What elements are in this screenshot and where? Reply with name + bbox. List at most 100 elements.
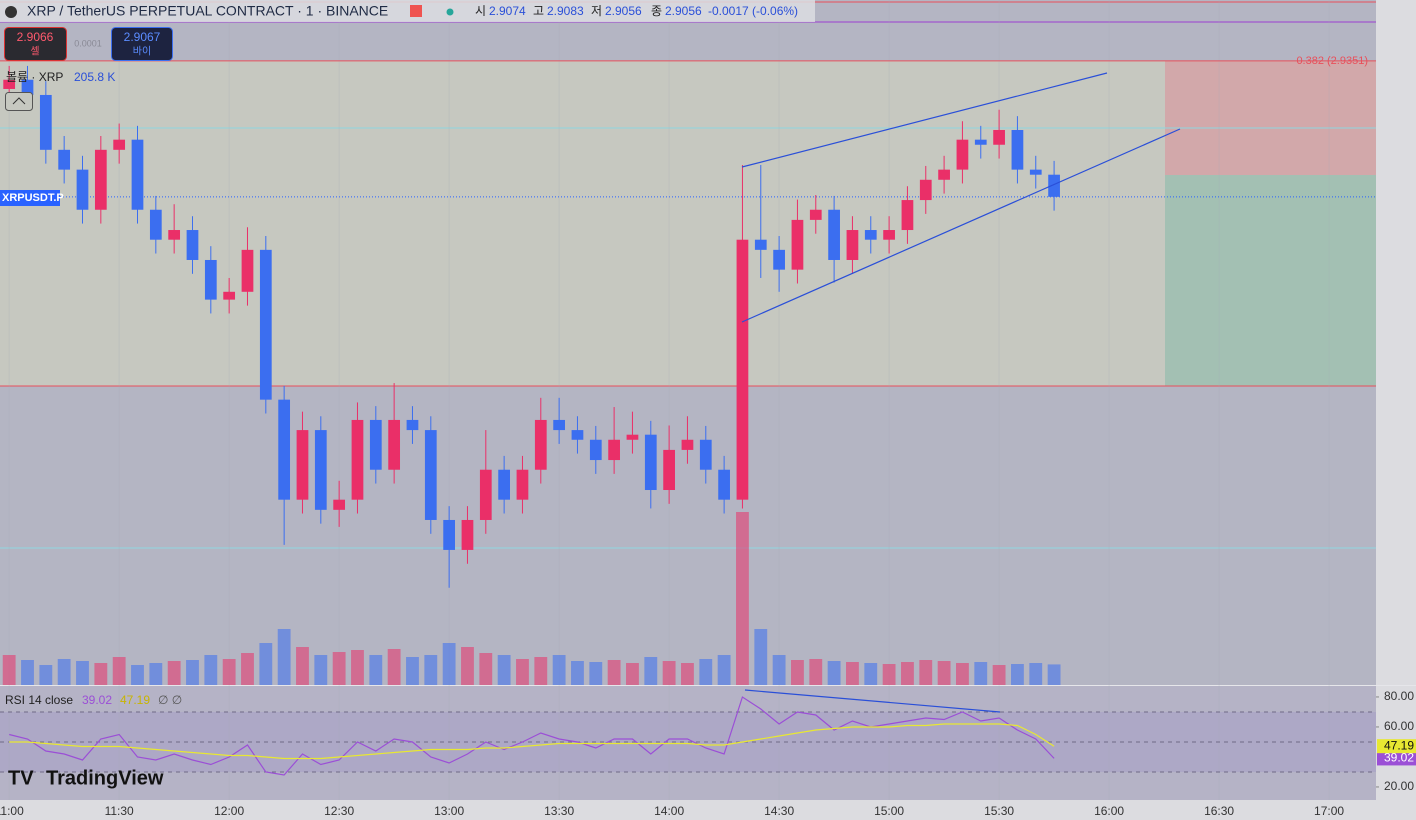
- volume-bar: [57, 659, 71, 685]
- candle-body: [58, 149, 71, 170]
- ohlc-label: 종: [651, 4, 662, 18]
- volume-bar: [516, 659, 529, 685]
- candle-body: [919, 179, 932, 201]
- candle-body: [479, 469, 492, 520]
- candle-body: [608, 439, 620, 461]
- x-tick-label: 13:30: [544, 804, 574, 818]
- candle-body: [3, 79, 16, 89]
- x-tick-label: 12:00: [214, 804, 244, 818]
- volume-bar: [919, 660, 933, 685]
- marks: [0, 0, 1379, 800]
- volume-bar: [717, 655, 731, 685]
- rsi-legend-value: 39.02: [82, 693, 112, 707]
- volume-bar: [882, 664, 896, 685]
- volume-bar: [39, 665, 53, 685]
- candle-body: [369, 419, 382, 470]
- volume-bar: [461, 647, 474, 685]
- candle-body: [773, 249, 785, 270]
- candle-body: [663, 449, 675, 491]
- candle-body: [204, 259, 217, 300]
- symbol: XRP / TetherUS PERPETUAL CONTRACT · 1 · …: [27, 3, 388, 19]
- candle-body: [699, 439, 712, 470]
- candle-body: [883, 230, 895, 240]
- candle-body: [314, 430, 327, 510]
- ohlc-value: 2.9074: [489, 4, 526, 18]
- volume-bar: [681, 663, 694, 685]
- spread: 0.0001: [74, 38, 102, 48]
- candle-body: [76, 169, 89, 210]
- volume-bar: [992, 665, 1006, 685]
- rsi-line: [9, 696, 1055, 776]
- volume-bar: [259, 643, 273, 685]
- candle-body: [828, 209, 840, 260]
- candle-body: [516, 469, 529, 500]
- candle-body: [131, 139, 144, 210]
- trend-line: [741, 128, 1181, 323]
- x-tick-label: 15:30: [984, 804, 1014, 818]
- x-tick-label: 14:30: [764, 804, 794, 818]
- volume-legend: 볼륨 · XRP: [6, 70, 63, 84]
- last-value-badge: [1377, 751, 1416, 766]
- last-value-badge: [1377, 739, 1416, 754]
- candle-body: [113, 139, 126, 150]
- buy-button[interactable]: [111, 27, 173, 61]
- target-zone: [1165, 175, 1376, 386]
- rsi-line: [9, 723, 1055, 760]
- candle-body: [406, 419, 419, 431]
- buy-label: 바이: [133, 46, 151, 58]
- volume-bar: [901, 662, 914, 685]
- candle-body: [39, 94, 52, 150]
- stop-zone: [1165, 61, 1376, 175]
- volume-bar: [241, 653, 254, 685]
- candle-body: [149, 209, 162, 240]
- volume-bar: [442, 643, 456, 685]
- volume-bar: [974, 662, 988, 685]
- volume-bar: [1047, 664, 1061, 685]
- last-value: 47.19: [1384, 738, 1414, 752]
- logo-mark: TV: [8, 767, 34, 789]
- ticker-tag-bg: [0, 190, 60, 206]
- x-tick-label: 11:00: [0, 804, 24, 818]
- candle-body: [1048, 174, 1060, 197]
- status-dot: [446, 8, 454, 16]
- collapse-button[interactable]: [5, 92, 33, 111]
- volume-bar: [772, 655, 786, 685]
- volume-bar: [626, 663, 639, 685]
- rsi-legend-value: 47.19: [120, 693, 150, 707]
- volume-bar: [791, 660, 804, 685]
- sell-button[interactable]: [4, 27, 67, 61]
- volume-bar: [76, 661, 89, 685]
- ticker-tag: XRPUSDT.P: [2, 192, 64, 204]
- volume-bar: [167, 661, 181, 685]
- x-tick-label: 11:30: [105, 804, 134, 818]
- candle-body: [626, 434, 639, 440]
- volume-bar: [424, 655, 438, 685]
- volume-bar: [644, 657, 658, 685]
- candle-body: [901, 200, 914, 231]
- volume-bar: [956, 663, 969, 685]
- volume-bar: [2, 655, 16, 685]
- candle-body: [956, 139, 969, 170]
- rsi-extra: ∅ ∅: [158, 693, 182, 707]
- ohlc-label: 고: [533, 4, 544, 18]
- candle-body: [791, 219, 804, 270]
- symbol-icon: [5, 6, 17, 18]
- x-tick-label: 14:00: [654, 804, 684, 818]
- last-value: 39.02: [1384, 751, 1414, 765]
- volume-bar: [736, 512, 749, 685]
- volume-bar: [369, 655, 383, 685]
- ohlc-value: 2.9056: [605, 4, 642, 18]
- volume-bar: [864, 663, 878, 685]
- brand: TradingView: [46, 767, 164, 789]
- candle-body: [571, 430, 584, 440]
- x-tick-label: 16:30: [1204, 804, 1234, 818]
- candle-body: [443, 519, 456, 550]
- candle-body: [223, 291, 236, 300]
- volume-bar: [149, 663, 163, 685]
- volume-bar: [21, 660, 34, 685]
- candle-body: [388, 419, 401, 470]
- ohlc-label: 저: [591, 4, 602, 18]
- volume-bar: [534, 657, 548, 685]
- x-tick-label: 16:00: [1094, 804, 1124, 818]
